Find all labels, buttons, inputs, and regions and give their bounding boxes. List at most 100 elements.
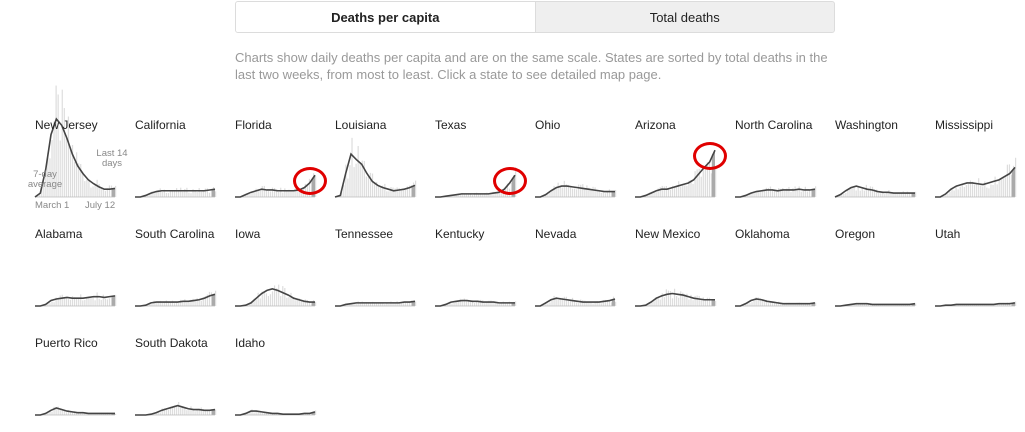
daily-bar [70, 147, 71, 197]
state-oklahoma[interactable]: Oklahoma [735, 228, 830, 323]
daily-bar [415, 181, 416, 197]
state-iowa[interactable]: Iowa [235, 228, 330, 323]
daily-bar [574, 189, 575, 197]
daily-bar [707, 162, 708, 197]
daily-bar [268, 296, 269, 306]
daily-bar [803, 191, 804, 197]
state-name: Utah [935, 228, 1025, 240]
daily-bar [1007, 165, 1008, 197]
state-nevada[interactable]: Nevada [535, 228, 630, 323]
state-north-carolina[interactable]: North Carolina [735, 119, 830, 214]
daily-bar [115, 186, 116, 197]
daily-bar [80, 294, 81, 306]
state-chart [135, 228, 230, 323]
state-chart [735, 119, 830, 214]
state-chart [235, 119, 330, 214]
daily-bar [215, 409, 216, 415]
daily-bar [190, 193, 191, 197]
daily-bar [266, 190, 267, 197]
daily-bar [474, 303, 475, 306]
state-chart [35, 337, 130, 432]
daily-bars [541, 181, 616, 197]
state-idaho[interactable]: Idaho [235, 337, 330, 432]
daily-bar [305, 300, 306, 306]
daily-bar [209, 193, 210, 197]
daily-bar [86, 179, 87, 197]
daily-bar [162, 303, 163, 306]
daily-bar [762, 191, 763, 197]
daily-bar [107, 299, 108, 306]
daily-bar [845, 193, 846, 197]
state-washington[interactable]: Washington [835, 119, 930, 214]
state-chart [535, 119, 630, 214]
state-arizona[interactable]: Arizona [635, 119, 730, 214]
daily-bar [278, 192, 279, 197]
state-california[interactable]: California [135, 119, 230, 214]
start-date-label: March 1 [35, 201, 69, 211]
daily-bars [241, 285, 316, 306]
state-oregon[interactable]: Oregon [835, 228, 930, 323]
state-tennessee[interactable]: Tennessee [335, 228, 430, 323]
daily-bar [162, 192, 163, 197]
daily-bar [697, 296, 698, 306]
daily-bar [70, 300, 71, 306]
daily-bar [976, 184, 977, 197]
daily-bar [303, 188, 304, 197]
avg-annotation: 7-day average [25, 170, 65, 190]
daily-bar [282, 286, 283, 306]
state-name: Oklahoma [735, 228, 830, 240]
daily-bar [684, 185, 685, 197]
daily-bar [966, 185, 967, 197]
state-new-mexico[interactable]: New Mexico [635, 228, 730, 323]
daily-bar [594, 187, 595, 197]
daily-bar [260, 298, 261, 306]
daily-bar [799, 186, 800, 197]
state-chart [435, 228, 530, 323]
state-texas[interactable]: Texas [435, 119, 530, 214]
daily-bar [66, 136, 67, 197]
daily-bar [94, 300, 95, 306]
daily-bar [974, 185, 975, 197]
daily-bar [188, 410, 189, 415]
daily-bar [115, 295, 116, 306]
daily-bar [178, 402, 179, 415]
state-utah[interactable]: Utah [935, 228, 1025, 323]
daily-bar [270, 294, 271, 306]
state-louisiana[interactable]: Louisiana [335, 119, 430, 214]
state-florida[interactable]: Florida [235, 119, 330, 214]
daily-bar [101, 300, 102, 306]
daily-bar [353, 167, 354, 197]
daily-bar [753, 193, 754, 197]
daily-bar [384, 184, 385, 197]
daily-bar [190, 406, 191, 415]
last-14-days-shade [612, 192, 615, 197]
daily-bar [1015, 158, 1016, 197]
daily-bar [262, 186, 263, 197]
daily-bar [84, 300, 85, 306]
daily-bar [843, 194, 844, 197]
daily-bar [64, 298, 65, 306]
state-ohio[interactable]: Ohio [535, 119, 630, 214]
daily-bar [862, 188, 863, 197]
state-mississippi[interactable]: Mississippi [935, 119, 1025, 214]
daily-bar [860, 191, 861, 197]
daily-bar [482, 300, 483, 306]
daily-bar [288, 297, 289, 306]
state-kentucky[interactable]: Kentucky [435, 228, 530, 323]
daily-bar [62, 410, 63, 415]
daily-bar [284, 288, 285, 306]
daily-bar [88, 179, 89, 197]
daily-bar [880, 193, 881, 197]
state-alabama[interactable]: Alabama [35, 228, 130, 323]
state-south-dakota[interactable]: South Dakota [135, 337, 230, 432]
state-puerto-rico[interactable]: Puerto Rico [35, 337, 130, 432]
daily-bar [956, 187, 957, 197]
daily-bar [605, 193, 606, 197]
daily-bar [182, 192, 183, 197]
daily-bar [558, 300, 559, 306]
daily-bar [558, 183, 559, 197]
state-south-carolina[interactable]: South Carolina [135, 228, 230, 323]
daily-bar [990, 185, 991, 197]
daily-bar [280, 296, 281, 306]
daily-bar [260, 191, 261, 197]
